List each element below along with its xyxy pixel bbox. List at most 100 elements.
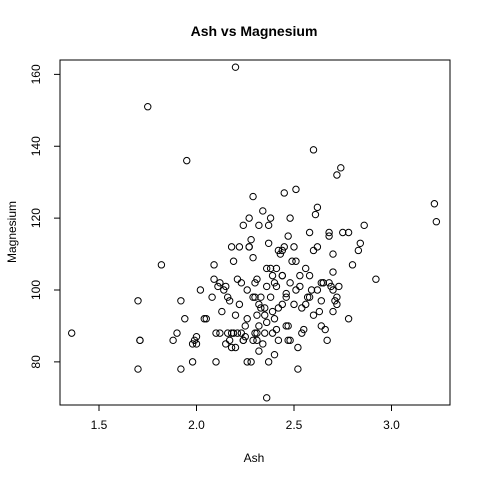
point-173 [344,228,353,237]
point-29 [224,329,232,337]
point-130 [255,347,263,355]
point-37 [233,275,242,283]
point-31 [225,297,234,305]
point-160 [292,286,300,294]
point-81 [284,232,292,240]
point-38 [235,300,244,309]
point-43 [241,322,249,330]
point-64 [264,239,273,247]
points-layer [68,63,441,402]
point-163 [329,286,337,294]
point-2 [134,365,142,373]
point-180 [272,264,281,273]
point-103 [317,297,325,305]
x-tick-label-1: 2.0 [188,418,205,432]
point-28 [222,340,230,348]
point-138 [319,279,327,287]
point-1 [134,297,142,305]
point-148 [278,271,286,280]
x-tick-label-2: 2.5 [286,418,303,432]
point-101 [313,203,322,212]
point-93 [300,325,308,334]
x-axis: 1.5 2.0 2.5 3.0 [91,405,400,432]
point-22 [212,329,220,337]
x-axis-label: Ash [244,451,265,465]
y-axis-label: Magnesium [5,201,19,263]
point-112 [329,307,337,316]
y-tick-label-0: 80 [29,355,43,369]
point-36 [231,311,240,319]
point-83 [286,336,294,345]
point-168 [268,307,277,316]
point-97 [307,286,316,294]
point-181 [255,300,263,309]
point-89 [292,185,300,194]
point-96 [305,228,314,237]
point-87 [290,300,298,309]
point-65 [266,264,275,273]
point-67 [268,271,277,280]
point-132 [243,358,251,366]
point-17 [196,286,205,294]
chart-title: Ash vs Magnesium [191,23,318,39]
y-axis: 80 100 120 140 160 [29,64,60,369]
point-50 [249,192,257,201]
point-123 [360,221,368,230]
point-144 [259,340,267,348]
point-25 [216,279,224,287]
point-42 [239,221,248,230]
point-150 [216,329,224,337]
point-117 [337,164,345,172]
point-24 [214,282,222,291]
point-18 [200,315,209,323]
point-137 [313,243,322,251]
point-94 [302,264,310,273]
point-12 [188,340,197,348]
point-139 [286,214,294,222]
point-147 [305,271,314,280]
point-177 [284,336,292,345]
point-57 [255,322,263,330]
point-156 [245,243,253,251]
point-115 [333,300,341,309]
point-21 [210,275,218,283]
point-60 [261,304,269,312]
point-44 [241,333,249,341]
point-23 [212,358,220,366]
point-151 [261,311,269,319]
point-88 [292,257,300,265]
point-161 [309,311,318,319]
point-164 [263,318,271,327]
point-159 [282,289,290,298]
point-39 [235,243,244,251]
point-49 [249,293,257,301]
point-84 [286,279,294,287]
point-165 [239,336,248,345]
point-99 [309,246,318,255]
y-tick-label-4: 160 [29,64,43,84]
point-58 [257,304,265,312]
point-69 [270,279,279,287]
point-32 [227,329,236,337]
point-9 [177,365,185,373]
point-59 [259,207,267,215]
point-167 [227,343,236,352]
point-8 [177,297,185,305]
point-110 [329,250,337,258]
point-145 [222,282,230,291]
point-26 [218,307,226,316]
point-106 [323,336,331,345]
point-53 [251,279,259,287]
point-175 [253,336,261,345]
point-51 [251,293,259,301]
point-149 [317,279,325,287]
point-128 [202,315,210,323]
point-127 [136,336,144,345]
point-171 [313,286,322,294]
plot-frame [59,59,451,406]
point-11 [183,156,191,165]
point-131 [263,394,271,402]
point-118 [339,228,347,237]
y-tick-label-1: 100 [29,280,43,300]
